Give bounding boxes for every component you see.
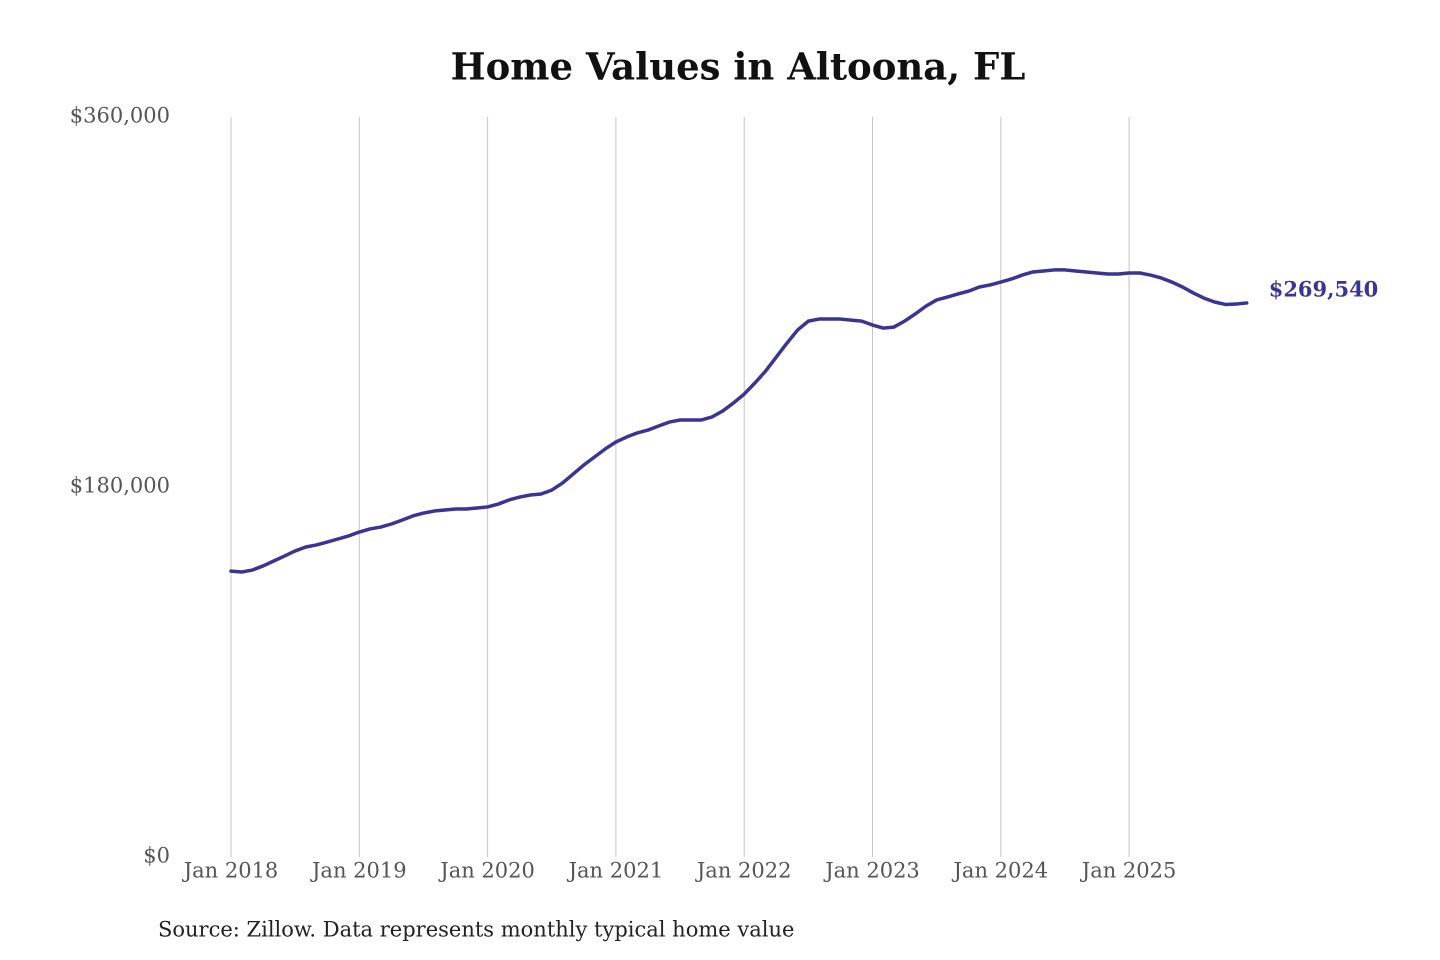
y-tick-label: $0 <box>143 844 170 868</box>
value-label: $269,540 <box>1269 276 1379 301</box>
x-tick-label: Jan 2019 <box>310 859 407 883</box>
y-tick-label: $360,000 <box>70 104 170 128</box>
x-tick-label: Jan 2025 <box>1080 859 1177 883</box>
chart-title: Home Values in Altoona, FL <box>451 45 1026 89</box>
x-tick-label: Jan 2020 <box>438 859 535 883</box>
caption: Source: Zillow. Data represents monthly … <box>158 918 794 942</box>
x-tick-label: Jan 2023 <box>823 859 920 883</box>
x-tick-label: Jan 2018 <box>182 859 279 883</box>
y-tick-label: $180,000 <box>70 474 170 498</box>
x-tick-label: Jan 2021 <box>567 859 664 883</box>
x-tick-label: Jan 2024 <box>952 859 1049 883</box>
line <box>229 268 1249 574</box>
x-tick-label: Jan 2022 <box>695 859 792 883</box>
